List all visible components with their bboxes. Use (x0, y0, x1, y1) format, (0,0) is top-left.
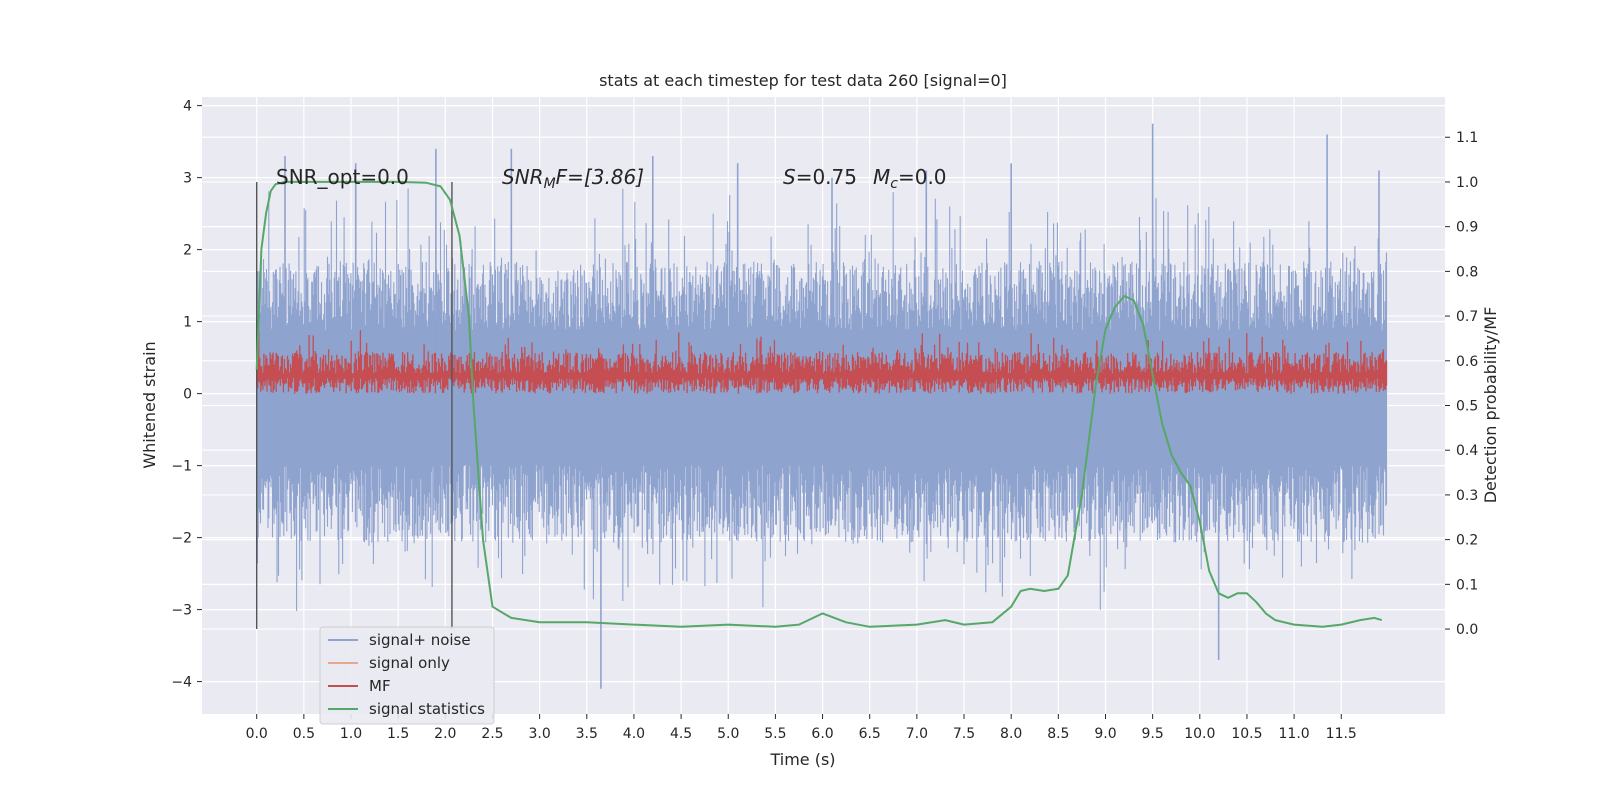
annotation-mc-sub: c (890, 176, 898, 192)
y2-tick-label: 0.0 (1456, 622, 1478, 638)
x-tick-label: 11.5 (1326, 726, 1357, 742)
x-tick-label: 9.5 (1142, 726, 1164, 742)
y2-tick-label: 0.8 (1456, 264, 1478, 280)
x-tick-label: 4.5 (670, 726, 692, 742)
annotation-snr-mf-main: SNR (502, 165, 544, 189)
chart-title: stats at each timestep for test data 260… (599, 71, 1007, 90)
annotation-snr-mf: SNRMF=[3.86] (502, 165, 644, 192)
legend-label-signal-only: signal only (369, 654, 450, 672)
annotation-mc-value: =0.0 (898, 165, 947, 189)
annotation-s-value: =0.75 (796, 165, 857, 189)
x-axis-label: Time (s) (769, 750, 835, 769)
x-tick-label: 1.5 (387, 726, 409, 742)
y-tick-label: 0 (183, 387, 192, 403)
y2-axis-label: Detection probability/MF (1481, 307, 1500, 504)
signal-statistics-line (255, 180, 1383, 628)
series-signal-statistics (255, 180, 1383, 628)
x-tick-label: 2.0 (434, 726, 456, 742)
x-tick-label: 3.0 (528, 726, 550, 742)
window-markers (255, 181, 453, 630)
y2-tick-label: 0.7 (1456, 309, 1478, 325)
y2-tick-label: 1.1 (1456, 130, 1478, 146)
annotation-snr-opt: SNR_opt=0.0 (276, 165, 409, 189)
y2-tick-label: 0.1 (1456, 577, 1478, 593)
annotation-snr-mf-sub: M (544, 176, 556, 192)
y-tick-label: −2 (171, 531, 192, 547)
y-tick-label: 2 (183, 243, 192, 259)
x-tick-label: 7.0 (906, 726, 928, 742)
legend-label-mf: MF (369, 677, 391, 695)
y2-tick-label: 0.2 (1456, 533, 1478, 549)
x-tick-label: 11.0 (1279, 726, 1310, 742)
x-tick-label: 1.0 (340, 726, 362, 742)
x-tick-label: 10.5 (1231, 726, 1262, 742)
y2-tick-label: 0.3 (1456, 488, 1478, 504)
legend-box (319, 626, 495, 725)
x-tick-label: 2.5 (481, 726, 503, 742)
y2-tick-label: 0.4 (1456, 443, 1478, 459)
x-tick-label: 10.0 (1184, 726, 1215, 742)
annotation-mc-symbol: M (873, 165, 890, 189)
y-tick-label: −1 (171, 459, 192, 475)
x-tick-label: 0.5 (293, 726, 315, 742)
x-tick-label: 8.0 (1000, 726, 1022, 742)
y-tick-label: 3 (183, 171, 192, 187)
x-tick-label: 4.0 (623, 726, 645, 742)
x-tick-label: 5.5 (764, 726, 786, 742)
y-tick-label: 1 (183, 315, 192, 331)
annotation-s-mc: S=0.75 Mc=0.0 (783, 165, 947, 192)
x-tick-label: 6.0 (811, 726, 833, 742)
y-tick-label: −3 (171, 603, 192, 619)
legend-label-signal-statistics: signal statistics (369, 700, 485, 718)
legend: signal+ noise signal only MF signal stat… (319, 626, 495, 725)
annotation-snr-mf-rest: F=[3.86] (556, 165, 644, 189)
axis-ticks: 0.0 0.5 1.0 1.5 2.0 2.5 3.0 3.5 4.0 4.5 5.0 5.5 6.0 6… (171, 99, 1478, 742)
y-tick-label: −4 (171, 675, 192, 691)
x-tick-label: 0.0 (246, 726, 268, 742)
y2-tick-label: 0.9 (1456, 220, 1478, 236)
x-tick-label: 6.5 (859, 726, 881, 742)
y2-tick-label: 1.0 (1456, 175, 1478, 191)
y2-tick-label: 0.5 (1456, 399, 1478, 415)
x-tick-label: 3.5 (576, 726, 598, 742)
y2-tick-label: 0.6 (1456, 354, 1478, 370)
x-tick-label: 8.5 (1047, 726, 1069, 742)
annotation-s-symbol: S (783, 165, 796, 189)
y-tick-label: 4 (183, 99, 192, 115)
y-axis-label: Whitened strain (140, 341, 159, 468)
x-tick-label: 7.5 (953, 726, 975, 742)
legend-label-signal-noise: signal+ noise (369, 631, 471, 649)
x-tick-label: 5.0 (717, 726, 739, 742)
x-tick-label: 9.0 (1094, 726, 1116, 742)
